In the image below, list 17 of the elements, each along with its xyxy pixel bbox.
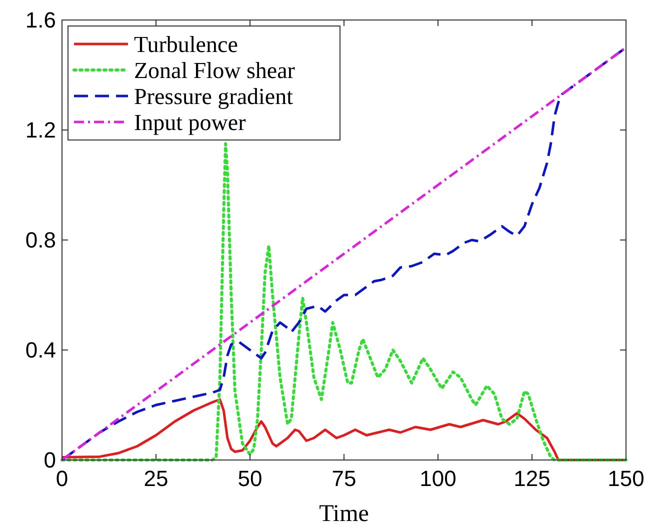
legend-label: Pressure gradient [134,84,294,110]
y-tick-label: 0.8 [25,228,56,253]
y-tick-label: 1.2 [25,118,56,143]
x-tick-label: 100 [420,466,456,491]
x-axis-title: Time [319,501,369,527]
x-tick-label: 25 [144,466,168,491]
y-tick-label: 0.4 [25,338,56,363]
x-tick-label: 75 [332,466,356,491]
y-tick-label: 0 [44,448,56,473]
x-tick-label: 125 [514,466,550,491]
legend-label: Zonal Flow shear [134,58,296,84]
legend-label: Turbulence [134,32,238,58]
x-tick-label: 150 [608,466,644,491]
x-tick-label: 50 [238,466,262,491]
y-tick-label: 1.6 [25,8,56,33]
line-series [60,142,628,462]
legend-label: Input power [134,110,246,136]
